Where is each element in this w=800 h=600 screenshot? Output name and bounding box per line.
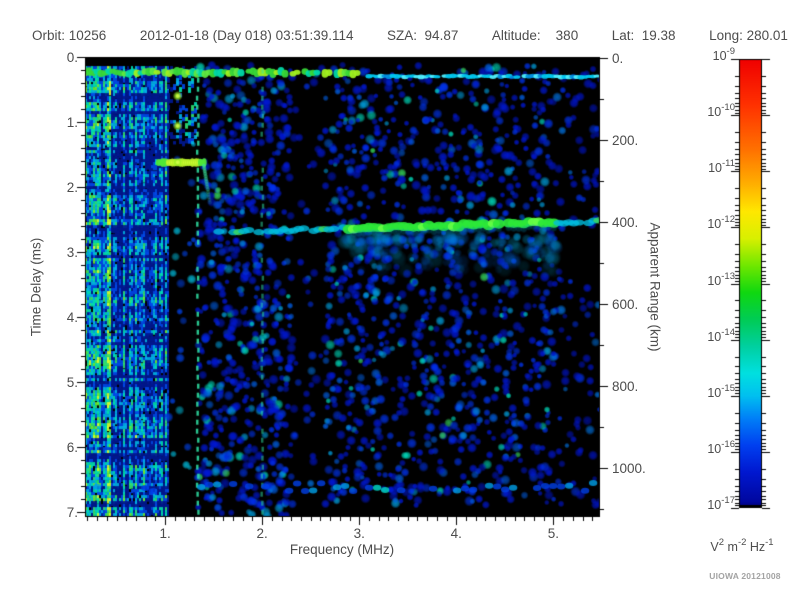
- x-tick-label: 4.: [450, 526, 462, 541]
- y-tick-label: 7.: [66, 504, 78, 520]
- colorbar-tick-label: 10-13: [707, 270, 735, 288]
- watermark: UIOWA 20121008: [709, 571, 781, 581]
- range-tick-label: 0.: [612, 51, 624, 66]
- header-long: Long: 280.01: [709, 28, 788, 43]
- y-axis-title-right: Apparent Range (km): [647, 222, 663, 352]
- colorbar-tick-label: 10-17: [707, 495, 735, 513]
- colorbar-tick-label: 10-9: [712, 46, 735, 64]
- y-tick-label: 4.: [66, 309, 78, 325]
- x-tick-label: 3.: [353, 526, 365, 541]
- header-lat: Lat: 19.38: [611, 28, 676, 43]
- colorbar-tick-label: 10-10: [707, 102, 735, 120]
- header-sza: SZA: 94.87: [387, 28, 459, 43]
- y-tick-label: 6.: [66, 439, 78, 455]
- y-tick-label: 2.: [66, 179, 78, 195]
- header-datetime: 2012-01-18 (Day 018) 03:51:39.114: [139, 28, 354, 43]
- y-tick-label: 5.: [66, 374, 78, 390]
- x-tick-label: 5.: [547, 526, 560, 541]
- colorbar-tick-label: 10-15: [707, 382, 735, 400]
- header-orbit: Orbit: 10256: [32, 28, 107, 43]
- range-tick-label: 200.: [612, 133, 639, 148]
- x-tick-label: 1.: [159, 526, 171, 541]
- colorbar-tick-label: 10-11: [708, 158, 735, 176]
- range-tick-label: 800.: [612, 379, 639, 394]
- x-axis-title: Frequency (MHz): [289, 542, 395, 557]
- range-tick-label: 1000.: [612, 461, 646, 476]
- header-altitude: Altitude: 380: [491, 28, 579, 43]
- y-tick-label: 0.: [66, 50, 78, 65]
- colorbar-units: V2 m-2 Hz-1: [710, 537, 774, 555]
- header-bar: Orbit: 10256 2012-01-18 (Day 018) 03:51:…: [32, 28, 788, 43]
- colorbar-tick-label: 10-12: [707, 214, 735, 232]
- colorbar-tick-label: 10-16: [707, 438, 735, 457]
- x-tick-label: 2.: [256, 526, 268, 541]
- range-tick-label: 400.: [612, 215, 639, 230]
- colorbar-tick-label: 10-14: [707, 326, 735, 344]
- y-tick-label: 1.: [66, 114, 78, 130]
- y-tick-label: 3.: [66, 244, 78, 260]
- range-tick-label: 600.: [612, 297, 639, 312]
